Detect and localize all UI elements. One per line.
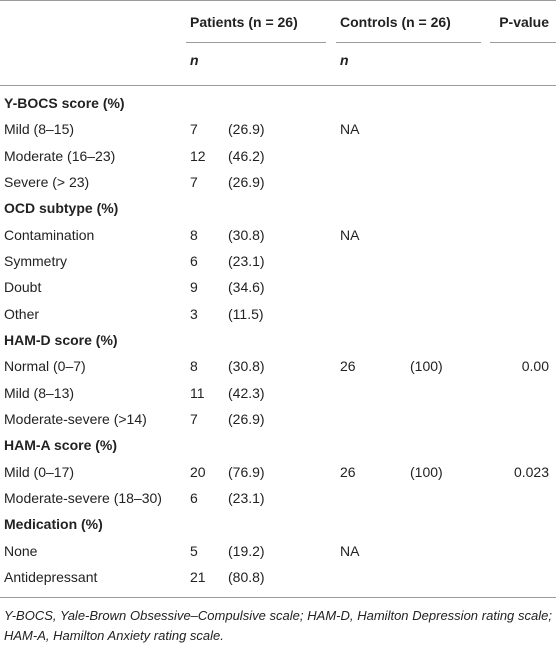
row-label: Mild (0–17) <box>4 463 75 480</box>
cell: (26.9) <box>228 121 265 138</box>
column-header: Controls (n = 26) <box>340 14 451 30</box>
section-title: HAM-D score (%) <box>4 331 118 348</box>
cell: (30.8) <box>228 358 265 375</box>
cell: NA <box>340 226 360 243</box>
cell: 26 <box>340 358 356 375</box>
row-label: Mild (8–15) <box>4 121 75 138</box>
cell: (100) <box>410 463 443 480</box>
cell: 11 <box>190 384 205 401</box>
cell: 21 <box>190 568 206 585</box>
row-label: Normal (0–7) <box>4 358 86 375</box>
cell: (11.5) <box>228 305 264 322</box>
row-label: Moderate-severe (18–30) <box>4 489 162 506</box>
row-label: Doubt <box>4 279 42 296</box>
cell: (76.9) <box>228 463 265 480</box>
section-title: Medication (%) <box>4 516 103 533</box>
cell: 0.023 <box>513 463 549 480</box>
cell: 6 <box>190 252 198 269</box>
cell: NA <box>340 542 360 559</box>
row-label: Moderate-severe (>14) <box>4 410 147 427</box>
cell: (23.1) <box>228 252 265 269</box>
cell: 20 <box>190 463 206 480</box>
row-label: Mild (8–13) <box>4 384 75 401</box>
cell: (100) <box>410 358 443 375</box>
cell: (46.2) <box>228 147 265 164</box>
column-subheader: n <box>190 52 199 68</box>
column-header: P-value <box>499 14 549 30</box>
section-title: Y-BOCS score (%) <box>4 95 125 111</box>
column-subheader: n <box>340 52 349 68</box>
rule <box>186 42 326 43</box>
cell: 7 <box>190 121 198 138</box>
row-label: Moderate (16–23) <box>4 147 116 164</box>
cell: 0.00 <box>521 358 549 375</box>
row-label: Contamination <box>4 226 95 243</box>
cell: (19.2) <box>228 542 265 559</box>
cell: (23.1) <box>228 489 265 506</box>
footnote: Y-BOCS, Yale-Brown Obsessive–Compulsive … <box>4 608 552 643</box>
row-label: Antidepressant <box>4 568 98 585</box>
row-label: None <box>4 542 38 559</box>
cell: 8 <box>190 358 198 375</box>
cell: (26.9) <box>228 410 265 427</box>
cell: 12 <box>190 147 206 164</box>
row-label: Other <box>4 305 40 322</box>
cell: 6 <box>190 489 198 506</box>
cell: (26.9) <box>228 173 265 190</box>
cell: (42.3) <box>228 384 265 401</box>
cell: 7 <box>190 410 198 427</box>
section-title: HAM-A score (%) <box>4 437 118 454</box>
rule <box>0 0 556 1</box>
column-header: Patients (n = 26) <box>190 14 298 30</box>
row-label: Symmetry <box>4 252 67 269</box>
cell: 7 <box>190 173 198 190</box>
cell: (34.6) <box>228 279 265 296</box>
row-label: Severe (> 23) <box>4 173 90 190</box>
rule <box>0 597 556 598</box>
cell: 8 <box>190 226 198 243</box>
cell: 5 <box>190 542 198 559</box>
cell: 9 <box>190 279 198 296</box>
cell: 3 <box>190 305 198 322</box>
cell: (80.8) <box>228 568 265 585</box>
cell: (30.8) <box>228 226 265 243</box>
rule <box>336 42 481 43</box>
rule <box>0 85 556 86</box>
cell: NA <box>340 121 360 138</box>
section-title: OCD subtype (%) <box>4 200 119 217</box>
rule <box>490 42 556 43</box>
cell: 26 <box>340 463 356 480</box>
